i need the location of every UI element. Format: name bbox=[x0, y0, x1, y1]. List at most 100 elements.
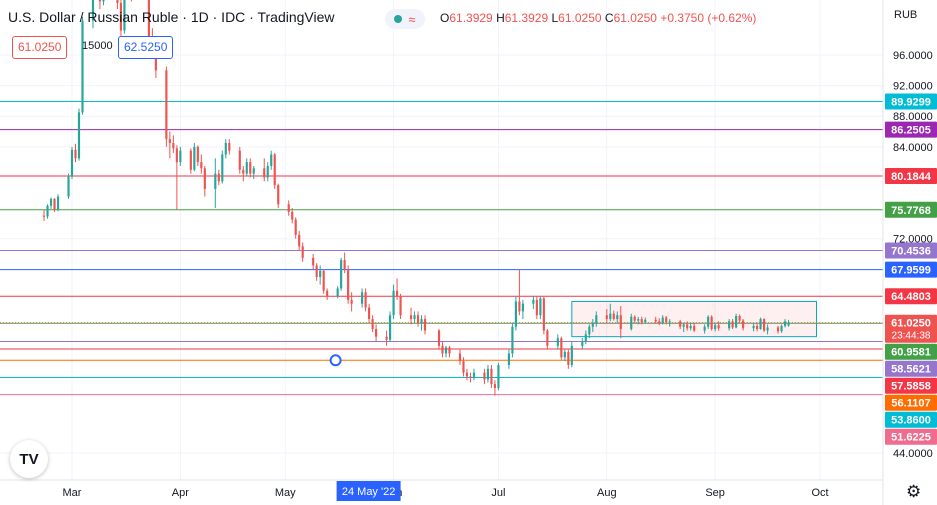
candle-body bbox=[102, 0, 105, 2]
candle-body bbox=[312, 257, 315, 266]
candle bbox=[53, 198, 56, 212]
candle bbox=[368, 303, 371, 323]
candle bbox=[420, 315, 423, 331]
candle bbox=[245, 158, 248, 176]
candle-body bbox=[493, 384, 497, 388]
candle bbox=[633, 315, 636, 323]
candle-body bbox=[458, 353, 462, 362]
candle-body bbox=[249, 162, 252, 174]
candle bbox=[340, 257, 343, 291]
candle-body bbox=[273, 154, 276, 186]
level-price-badge: 53.8600 bbox=[885, 411, 937, 428]
candle-body bbox=[581, 342, 584, 346]
candle bbox=[98, 0, 102, 10]
candle bbox=[539, 296, 542, 320]
candle-body bbox=[91, 0, 95, 21]
candle-body bbox=[413, 315, 416, 320]
candle-body bbox=[780, 325, 783, 332]
x-tick-label: Sep bbox=[705, 487, 725, 499]
symbol-title[interactable]: U.S. Dollar / Russian Ruble · 1D · IDC ·… bbox=[8, 9, 335, 25]
badge-price-text: 80.1844 bbox=[891, 171, 932, 183]
candle bbox=[787, 319, 790, 327]
candle bbox=[263, 158, 266, 182]
candle-body bbox=[217, 173, 220, 182]
candle bbox=[315, 263, 318, 281]
candle bbox=[717, 321, 720, 331]
candle bbox=[780, 324, 783, 333]
candle-body bbox=[245, 162, 248, 174]
badge-price-text: 51.6225 bbox=[891, 432, 931, 444]
candle bbox=[179, 146, 182, 166]
candle bbox=[752, 323, 755, 332]
badge-background bbox=[885, 428, 937, 445]
candle-body bbox=[532, 299, 535, 304]
badge-background bbox=[885, 93, 937, 110]
candle-body bbox=[735, 315, 738, 328]
candle bbox=[46, 204, 49, 219]
candle-body bbox=[567, 351, 570, 365]
y-tick-label: 88.0000 bbox=[893, 111, 933, 123]
candle bbox=[728, 319, 731, 331]
candle bbox=[665, 315, 668, 325]
candle-body bbox=[703, 326, 706, 331]
candle bbox=[388, 311, 392, 343]
crosshair-date-badge bbox=[336, 481, 401, 501]
candle bbox=[77, 108, 81, 161]
candle bbox=[347, 265, 350, 304]
status-pill[interactable]: ≈ bbox=[385, 9, 425, 29]
candle bbox=[364, 288, 367, 312]
candle bbox=[291, 208, 294, 224]
tradingview-logo-icon[interactable]: TV bbox=[10, 440, 48, 478]
candle bbox=[423, 315, 427, 335]
candle-body bbox=[56, 196, 60, 210]
open-label: O bbox=[440, 11, 450, 25]
candle-body bbox=[756, 325, 759, 330]
badge-background bbox=[885, 377, 937, 394]
badge-background bbox=[885, 411, 937, 428]
candle-body bbox=[640, 319, 643, 323]
candle bbox=[217, 169, 220, 186]
badge-price-text: 53.8600 bbox=[891, 415, 931, 427]
candle bbox=[535, 296, 538, 320]
y-tick-label: 44.0000 bbox=[893, 448, 933, 460]
candle bbox=[507, 349, 510, 369]
candle-body bbox=[644, 319, 647, 323]
candle-body bbox=[738, 315, 741, 321]
candle-body bbox=[654, 319, 657, 322]
candle-body bbox=[385, 336, 388, 340]
candle-body bbox=[298, 234, 301, 247]
crosshair-date-label: 24 May '22 bbox=[342, 486, 395, 498]
badge-background bbox=[885, 360, 937, 377]
candle-body bbox=[375, 329, 378, 337]
candle bbox=[511, 322, 514, 358]
candle bbox=[738, 314, 741, 323]
gear-icon[interactable]: ⚙ bbox=[906, 482, 922, 501]
candle-body bbox=[165, 70, 168, 140]
candle bbox=[49, 197, 53, 209]
candle bbox=[521, 299, 524, 320]
candle bbox=[689, 322, 692, 331]
candle bbox=[42, 209, 46, 222]
candle-body bbox=[420, 319, 423, 323]
candle bbox=[74, 143, 77, 163]
candle bbox=[116, 0, 119, 10]
candle-body bbox=[665, 317, 668, 323]
currency-selector[interactable]: RUB bbox=[894, 9, 918, 21]
candle bbox=[119, 0, 123, 36]
candle-body bbox=[336, 288, 339, 297]
badge-price-text: 67.9599 bbox=[891, 265, 931, 277]
candle-body bbox=[147, 0, 150, 40]
candle-body bbox=[787, 322, 790, 326]
candle bbox=[277, 183, 280, 209]
badge-price-text: 64.4803 bbox=[891, 291, 931, 303]
candle bbox=[322, 269, 325, 294]
candle-body bbox=[294, 219, 297, 235]
sell-button[interactable]: 61.0250 bbox=[12, 36, 68, 59]
candle bbox=[224, 139, 227, 159]
candle bbox=[766, 324, 769, 335]
buy-button[interactable]: 62.5250 bbox=[118, 36, 174, 59]
candle-body bbox=[679, 321, 682, 327]
candle-body bbox=[74, 149, 77, 159]
